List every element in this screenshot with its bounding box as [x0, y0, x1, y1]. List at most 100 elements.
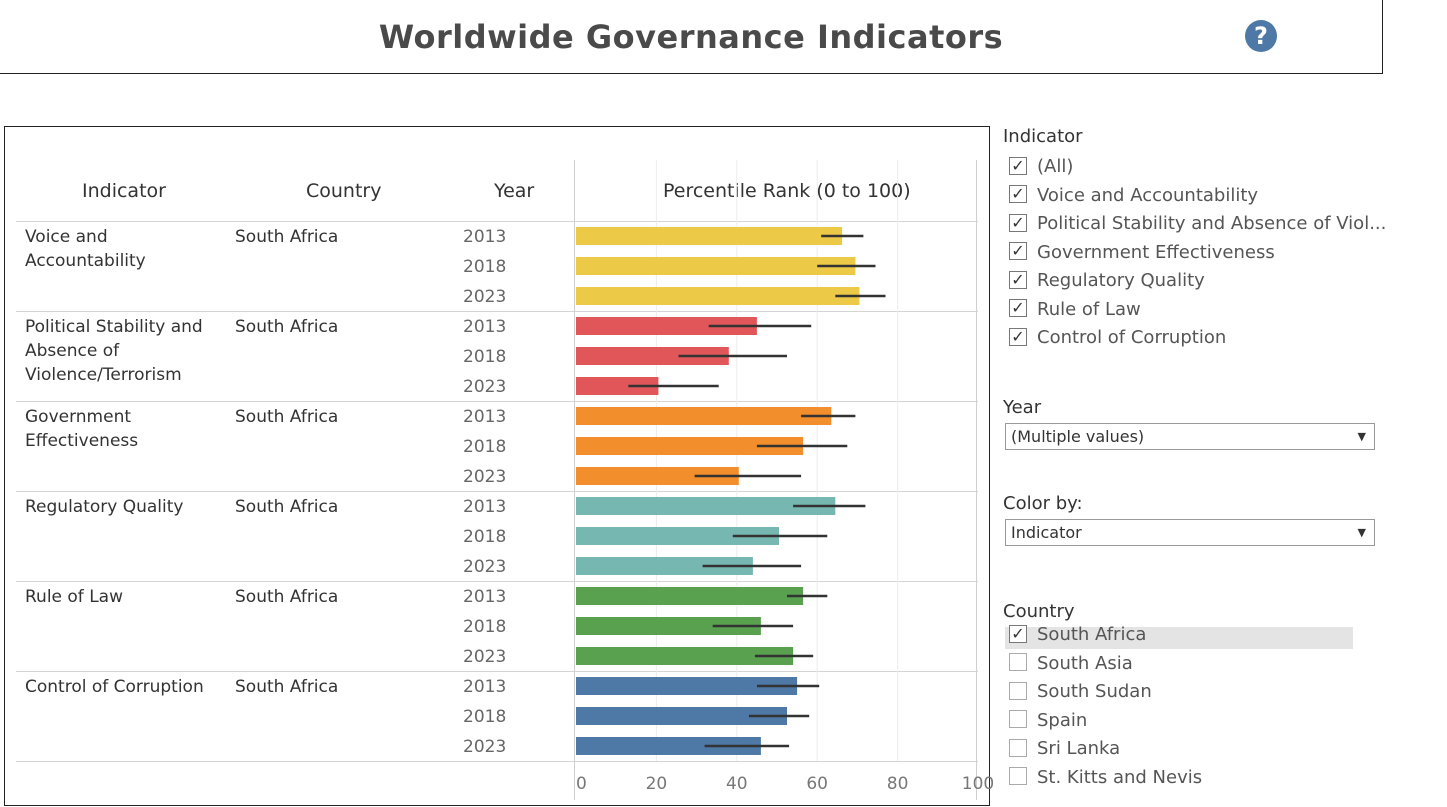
checkbox-empty-icon[interactable] — [1009, 767, 1027, 785]
indicator-label-line: Regulatory Quality — [25, 497, 184, 517]
bar — [576, 737, 761, 755]
year-filter-title: Year — [1003, 397, 1042, 418]
indicator-filter-item[interactable]: ✓ Regulatory Quality — [1009, 269, 1205, 293]
checkbox-empty-icon[interactable] — [1009, 738, 1027, 757]
checkbox-checked-icon[interactable]: ✓ — [1009, 156, 1027, 175]
bar — [576, 677, 798, 695]
header-bar: Worldwide Governance Indicators ? — [0, 0, 1383, 74]
bar — [576, 707, 787, 725]
year-label: 2023 — [463, 737, 507, 757]
indicator-label: Political Stability and Absence of Violenc… — [25, 315, 230, 387]
color-by-dropdown-value: Indicator — [1011, 523, 1082, 542]
indicator-filter-item-label: Political Stability and Absence of Viol.… — [1037, 213, 1387, 234]
help-icon[interactable]: ? — [1245, 20, 1277, 52]
chart-panel: Indicator Country Year Percentile Rank (… — [4, 126, 994, 806]
year-label: 2013 — [463, 497, 507, 517]
checkbox-empty-icon[interactable] — [1009, 681, 1027, 700]
country-label: South Africa — [235, 317, 339, 337]
indicator-filter-item-label: Government Effectiveness — [1037, 241, 1275, 263]
country-filter-title: Country — [1003, 601, 1075, 622]
indicator-filter-item[interactable]: ✓ Government Effectiveness — [1009, 241, 1275, 265]
bar-chart — [576, 160, 899, 761]
country-filter-item-label: South Asia — [1037, 652, 1133, 674]
x-tick-label: 20 — [645, 774, 668, 794]
indicator-label-line: Rule of Law — [25, 587, 123, 607]
country-highlight — [1005, 627, 1353, 649]
color-by-dropdown[interactable]: Indicator ▼ — [1005, 519, 1375, 546]
row-divider — [16, 491, 978, 492]
indicator-label: Control of Corruption — [25, 675, 230, 699]
indicator-label-line: Violence/Terrorism — [25, 365, 182, 385]
checkbox-checked-icon[interactable]: ✓ — [1009, 270, 1027, 289]
indicator-label: Rule of Law — [25, 585, 230, 609]
bar — [576, 527, 779, 545]
indicator-label-line: Voice and Accountability — [25, 227, 146, 271]
checkbox-checked-icon[interactable]: ✓ — [1009, 242, 1027, 260]
bar — [576, 557, 753, 575]
checkbox-checked-icon[interactable]: ✓ — [1009, 299, 1027, 317]
indicator-filter-item[interactable]: ✓ Rule of Law — [1009, 298, 1141, 322]
x-tick-label: 40 — [725, 774, 748, 794]
country-filter-item-label: Spain — [1037, 709, 1088, 731]
row-divider — [16, 581, 978, 582]
column-header-year: Year — [494, 180, 535, 202]
year-label: 2023 — [463, 467, 507, 487]
year-label: 2013 — [463, 677, 507, 697]
axis-right-line — [976, 160, 977, 800]
indicator-label: Voice and Accountability — [25, 225, 230, 273]
x-tick-label: 60 — [806, 774, 829, 794]
country-filter-item[interactable]: South Asia — [1009, 652, 1133, 676]
bar — [576, 467, 739, 485]
indicator-filter-title: Indicator — [1003, 126, 1083, 147]
checkbox-checked-icon[interactable]: ✓ — [1009, 185, 1027, 203]
country-filter-item[interactable]: Sri Lanka — [1009, 737, 1120, 761]
indicator-filter-item[interactable]: ✓ Political Stability and Absence of Viol… — [1009, 212, 1386, 236]
bar — [576, 347, 729, 365]
year-label: 2013 — [463, 587, 507, 607]
indicator-filter-item[interactable]: ✓ Control of Corruption — [1009, 326, 1226, 350]
country-filter-item[interactable]: Spain — [1009, 709, 1087, 733]
year-label: 2023 — [463, 557, 507, 577]
country-label: South Africa — [235, 497, 339, 517]
color-by-title: Color by: — [1003, 493, 1083, 514]
country-filter-item-label: Sri Lanka — [1037, 738, 1121, 759]
checkbox-checked-icon[interactable]: ✓ — [1009, 213, 1027, 232]
indicator-label-line: Political Stability and — [25, 317, 203, 337]
indicator-filter-item-label: Control of Corruption — [1037, 327, 1227, 348]
x-tick-label: 80 — [886, 774, 909, 794]
checkbox-checked-icon[interactable]: ✓ — [1009, 327, 1027, 346]
year-label: 2018 — [463, 347, 507, 367]
bar — [576, 227, 843, 245]
checkbox-checked-icon[interactable]: ✓ — [1009, 624, 1027, 643]
bar — [576, 617, 761, 635]
year-label: 2018 — [463, 437, 507, 457]
indicator-label-line: Absence of — [25, 341, 120, 361]
indicator-filter-item[interactable]: ✓ Voice and Accountability — [1009, 184, 1258, 208]
year-dropdown-value: (Multiple values) — [1011, 427, 1145, 446]
column-header-country: Country — [306, 180, 382, 202]
bar — [576, 407, 832, 425]
checkbox-empty-icon[interactable] — [1009, 653, 1027, 671]
indicator-filter-item-label: Rule of Law — [1037, 298, 1141, 320]
indicator-filter-item[interactable]: ✓ (All) — [1009, 155, 1073, 179]
country-filter-item-label: St. Kitts and Nevis — [1037, 766, 1203, 788]
indicator-label-line: Government — [25, 407, 132, 427]
row-divider — [16, 761, 978, 762]
country-filter-item[interactable]: St. Kitts and Nevis — [1009, 766, 1202, 790]
indicator-label-line: Control of Corruption — [25, 677, 204, 697]
country-label: South Africa — [235, 587, 339, 607]
bar — [576, 317, 757, 335]
country-label: South Africa — [235, 677, 339, 697]
year-label: 2023 — [463, 287, 507, 307]
bar — [576, 377, 659, 395]
x-tick-label: 0 — [576, 774, 587, 794]
year-dropdown[interactable]: (Multiple values) ▼ — [1005, 423, 1375, 450]
checkbox-empty-icon[interactable] — [1009, 710, 1027, 728]
chevron-down-icon: ▼ — [1357, 430, 1366, 443]
page-title: Worldwide Governance Indicators — [378, 18, 1004, 56]
column-header-indicator: Indicator — [82, 180, 166, 202]
country-filter-item[interactable]: South Sudan — [1009, 680, 1152, 704]
indicator-label: Government Effectiveness — [25, 405, 230, 453]
year-label: 2018 — [463, 617, 507, 637]
country-filter-item[interactable]: ✓ South Africa — [1009, 623, 1146, 647]
